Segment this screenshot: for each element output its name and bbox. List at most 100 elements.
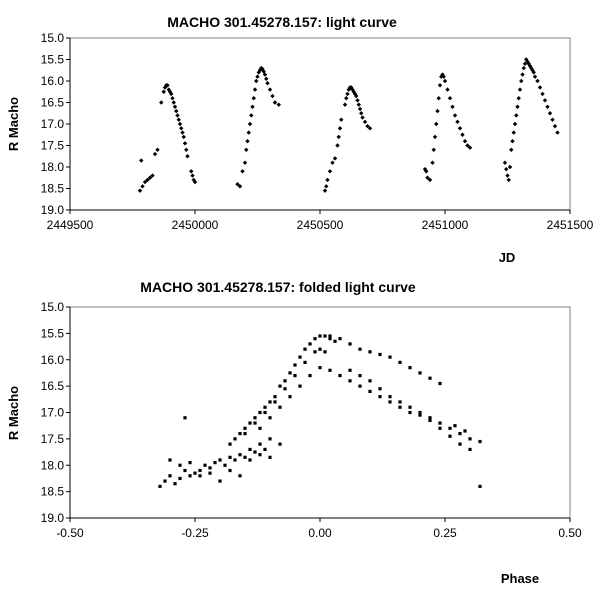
data-point — [189, 169, 194, 174]
data-point — [268, 400, 272, 404]
data-point — [367, 126, 373, 131]
data-point — [368, 379, 372, 383]
y-tick-label: 15.0 — [41, 31, 65, 45]
data-point — [184, 147, 189, 152]
data-point — [179, 126, 184, 131]
x-axis-title: Phase — [501, 571, 539, 586]
data-point — [348, 368, 352, 372]
plot-area — [69, 306, 571, 519]
data-point — [243, 455, 247, 459]
data-point — [348, 379, 352, 383]
data-point — [522, 61, 528, 66]
data-point — [293, 373, 297, 378]
data-point — [303, 347, 307, 351]
data-point — [283, 379, 287, 383]
data-point — [418, 413, 422, 417]
x-tick-label: 0.50 — [558, 526, 582, 540]
data-point — [445, 87, 450, 92]
data-point — [169, 91, 174, 97]
data-point — [547, 111, 553, 116]
data-point — [233, 437, 237, 441]
data-point — [542, 98, 548, 103]
y-tick-label: 17.0 — [41, 117, 65, 131]
data-point — [273, 400, 277, 404]
data-point — [288, 371, 292, 375]
data-point — [333, 339, 337, 343]
y-tick-label: 18.0 — [41, 160, 65, 174]
data-point — [428, 416, 432, 420]
data-point — [238, 453, 242, 457]
data-point — [509, 147, 514, 152]
folded-light-curve-chart: MACHO 301.45278.157: folded light curve … — [6, 279, 582, 586]
data-point — [463, 429, 467, 433]
data-point — [398, 405, 402, 409]
data-point — [434, 121, 439, 127]
data-point — [388, 395, 392, 399]
data-point — [510, 139, 515, 144]
data-point — [425, 175, 430, 180]
data-point — [322, 188, 328, 193]
data-point — [430, 160, 435, 165]
data-point — [203, 463, 207, 467]
data-point — [468, 437, 472, 441]
data-point — [356, 102, 361, 107]
data-point — [354, 93, 359, 99]
data-point — [258, 410, 262, 415]
light-curve-chart: MACHO 301.45278.157: light curve 15.015.… — [6, 14, 594, 265]
data-point — [161, 89, 166, 94]
y-tick-label: 16.0 — [41, 74, 65, 88]
data-point — [335, 143, 340, 148]
data-point — [262, 72, 268, 77]
data-point — [240, 169, 245, 174]
data-point — [357, 106, 363, 112]
data-point — [517, 87, 523, 92]
x-axis-title: JD — [499, 250, 516, 265]
data-point — [502, 160, 508, 165]
data-point — [165, 83, 170, 88]
data-point — [378, 352, 382, 357]
y-tick-label: 18.0 — [41, 458, 65, 472]
data-point — [172, 104, 178, 109]
data-point — [233, 458, 237, 462]
data-point — [244, 147, 249, 152]
data-point — [303, 360, 307, 364]
x-ticks: -0.50 -0.25 0.00 0.25 0.50 — [56, 518, 582, 540]
data-point — [283, 387, 287, 391]
data-point — [458, 442, 462, 446]
data-point — [293, 363, 297, 367]
data-point — [270, 93, 275, 99]
data-point — [442, 78, 448, 84]
data-point — [238, 474, 242, 478]
data-point — [424, 169, 429, 174]
data-point — [323, 350, 327, 354]
data-point — [256, 70, 261, 75]
data-point — [318, 334, 322, 338]
data-point — [512, 121, 518, 127]
data-point — [348, 342, 352, 346]
data-point — [238, 432, 242, 436]
x-tick-label: 2450000 — [172, 218, 219, 232]
y-tick-label: 18.5 — [41, 485, 65, 499]
data-point — [263, 447, 267, 452]
data-point — [208, 471, 212, 475]
data-point — [218, 479, 222, 483]
data-point — [427, 177, 433, 183]
data-point — [250, 104, 255, 109]
data-point — [243, 426, 247, 430]
data-point — [362, 119, 368, 125]
y-tick-label: 17.5 — [41, 432, 65, 446]
data-point — [359, 111, 364, 116]
data-point — [298, 384, 302, 388]
data-point — [358, 384, 362, 388]
data-point — [330, 160, 335, 165]
data-point — [159, 100, 164, 105]
data-point — [155, 147, 160, 152]
data-point — [139, 158, 144, 163]
y-tick-label: 19.0 — [41, 511, 65, 525]
data-point — [360, 115, 365, 120]
data-point — [457, 126, 463, 131]
data-point — [178, 476, 182, 481]
y-axis-title: R Macho — [6, 386, 21, 440]
data-point — [249, 113, 254, 118]
